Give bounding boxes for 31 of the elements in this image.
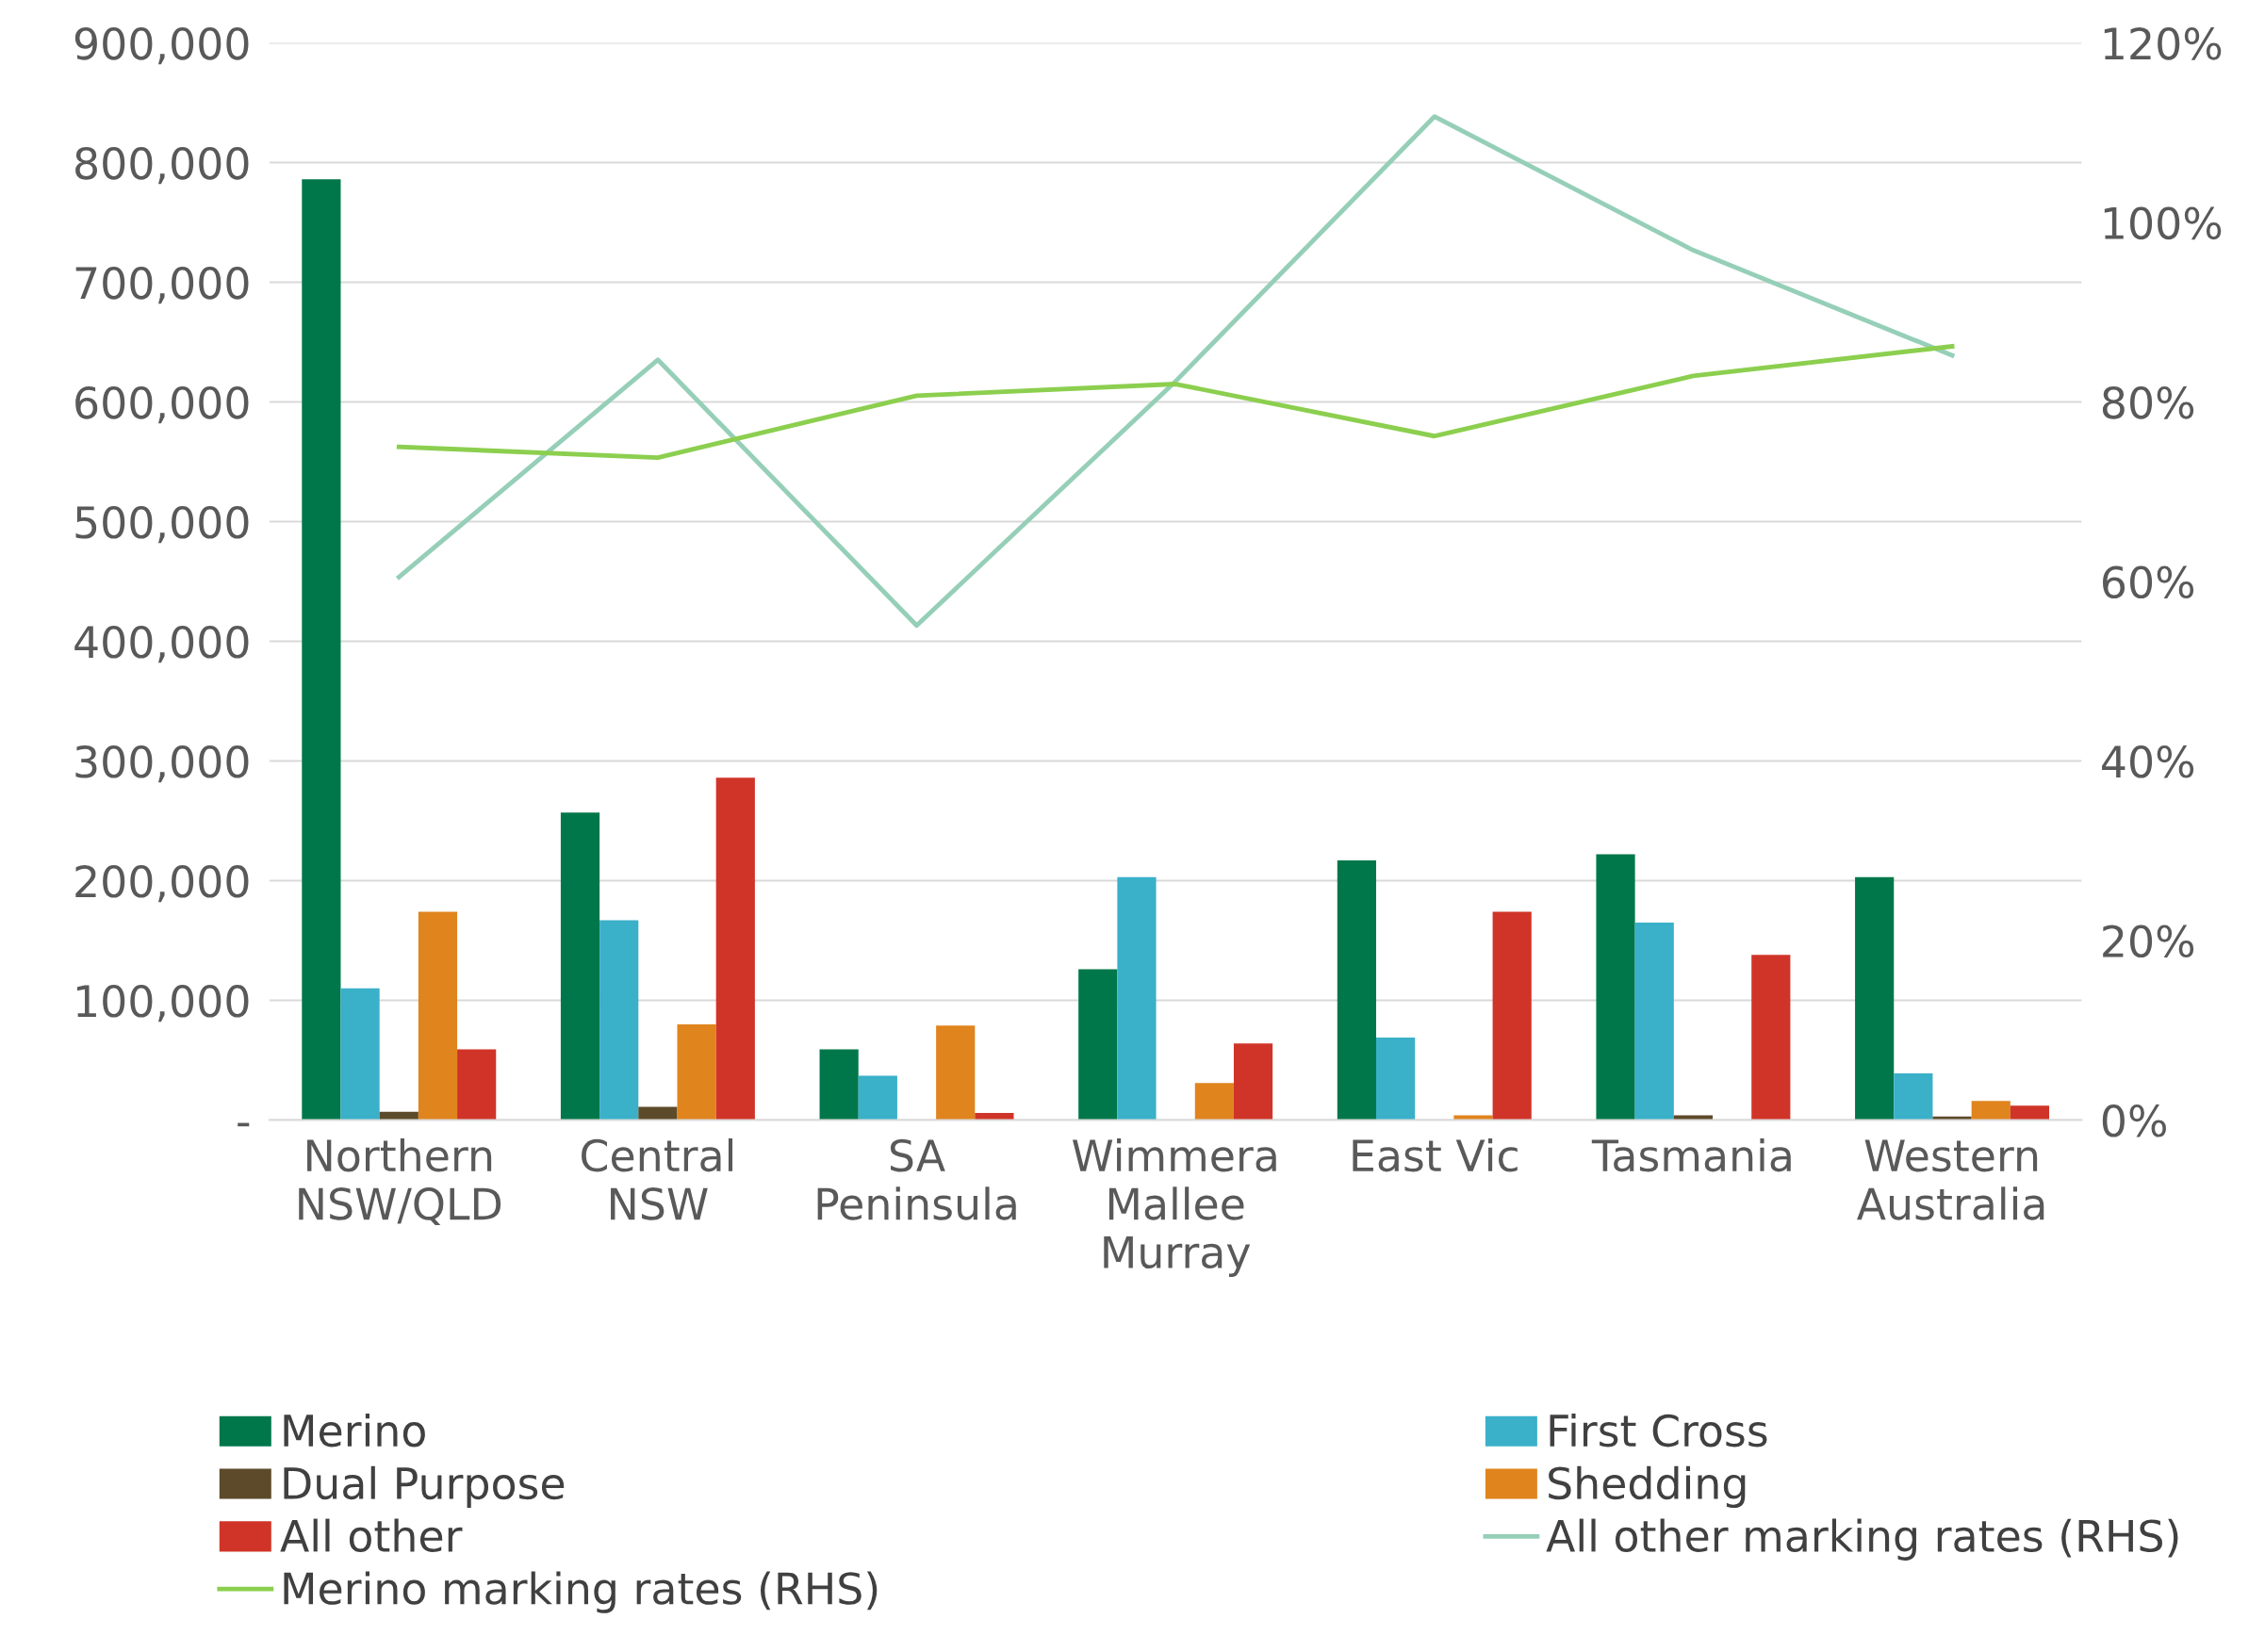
- legend-label: First Cross: [1550, 1413, 1767, 1448]
- legend-label: All other: [280, 1518, 463, 1553]
- y-tick-label: 200,000: [75, 864, 249, 903]
- y-tick-label: 100,000: [77, 984, 249, 1022]
- y-tick-label: 400,000: [74, 625, 249, 663]
- y-tick-label: -: [238, 1122, 250, 1127]
- x-tick-label: Central NSW: [582, 1137, 733, 1220]
- legend-label: Dual Purpose: [284, 1465, 565, 1509]
- y2-tick-label: 20%: [2103, 924, 2194, 958]
- legend-label: Shedding: [1549, 1465, 1746, 1509]
- x-tick-label: East Vic: [1353, 1137, 1518, 1172]
- legend-label: All other marking rates (RHS): [1546, 1518, 2178, 1561]
- y-tick-label: 900,000: [74, 26, 249, 65]
- y2-tick-label: 120%: [2104, 26, 2222, 60]
- x-tick-label: Northern NSW/QLD: [299, 1137, 501, 1226]
- y2-tick-label: 100%: [2104, 206, 2222, 240]
- y-tick-label: 800,000: [75, 146, 249, 185]
- y-tick-label: 500,000: [75, 505, 249, 544]
- y2-tick-label: 60%: [2103, 565, 2194, 599]
- legend-label: Merino marking rates (RHS): [284, 1571, 878, 1613]
- y2-tick-label: 80%: [2102, 385, 2194, 419]
- y2-tick-label: 0%: [2102, 1104, 2166, 1137]
- y-tick-label: 700,000: [75, 266, 249, 304]
- x-tick-label: Tasmania: [1591, 1137, 1791, 1172]
- x-tick-label: Western Australia: [1857, 1139, 2044, 1220]
- x-tick-label: SA Peninsula: [817, 1138, 1016, 1220]
- legend-label: Merino: [284, 1413, 425, 1448]
- y-tick-label: 600,000: [75, 385, 249, 424]
- x-tick-label: Wimmera Mallee Murray: [1072, 1137, 1276, 1277]
- y2-tick-label: 40%: [2102, 744, 2194, 778]
- y-tick-label: 300,000: [75, 744, 249, 783]
